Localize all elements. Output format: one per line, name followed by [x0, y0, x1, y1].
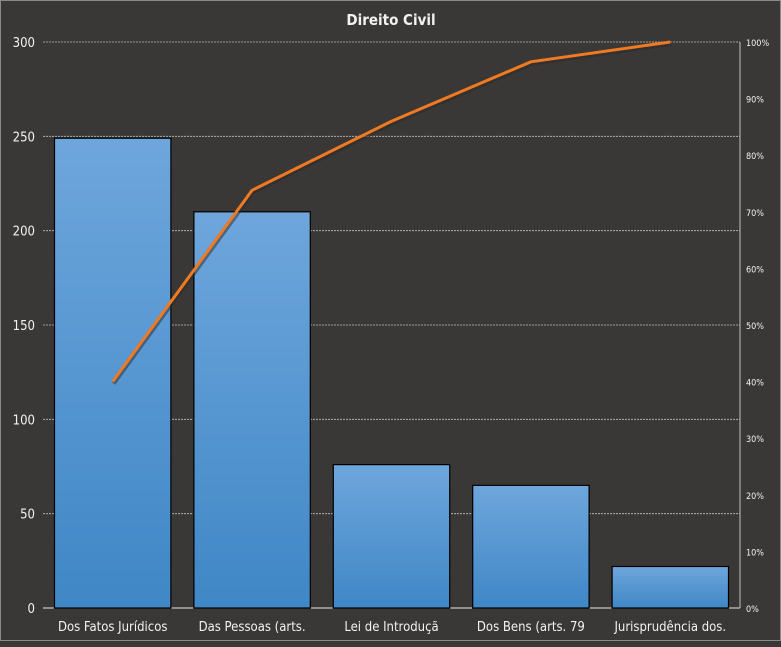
- x-tick-label: Dos Bens (arts. 79: [477, 620, 585, 635]
- chart-title: Direito Civil: [346, 11, 435, 29]
- bar: [473, 485, 589, 608]
- y2-tick-label: 60%: [746, 265, 764, 275]
- y-tick-label: 300: [13, 36, 35, 51]
- y-tick-label: 50: [20, 508, 35, 523]
- bar: [333, 465, 449, 608]
- bar: [612, 566, 728, 608]
- y2-tick-label: 50%: [746, 322, 764, 332]
- y-tick-label: 250: [13, 130, 35, 145]
- y2-tick-label: 20%: [746, 492, 764, 502]
- bar: [194, 212, 310, 608]
- x-tick-label: Jurisprudência dos.: [613, 620, 726, 635]
- y2-tick-label: 100%: [746, 39, 769, 49]
- y-tick-label: 0: [28, 602, 35, 617]
- y2-tick-label: 80%: [746, 152, 764, 162]
- y2-tick-label: 70%: [746, 209, 764, 219]
- y-tick-label: 150: [13, 319, 35, 334]
- y2-tick-label: 30%: [746, 435, 764, 445]
- y2-tick-label: 0%: [746, 605, 759, 615]
- y2-tick-label: 40%: [746, 379, 764, 389]
- x-tick-label: Lei de Introduçã: [344, 620, 438, 635]
- y-tick-label: 100: [13, 413, 35, 428]
- x-tick-label: Dos Fatos Jurídicos: [58, 620, 167, 635]
- y2-tick-label: 10%: [746, 548, 764, 558]
- x-tick-label: Das Pessoas (arts.: [199, 620, 306, 635]
- bar: [55, 138, 171, 608]
- y-tick-label: 200: [13, 225, 35, 240]
- y2-tick-label: 90%: [746, 96, 764, 106]
